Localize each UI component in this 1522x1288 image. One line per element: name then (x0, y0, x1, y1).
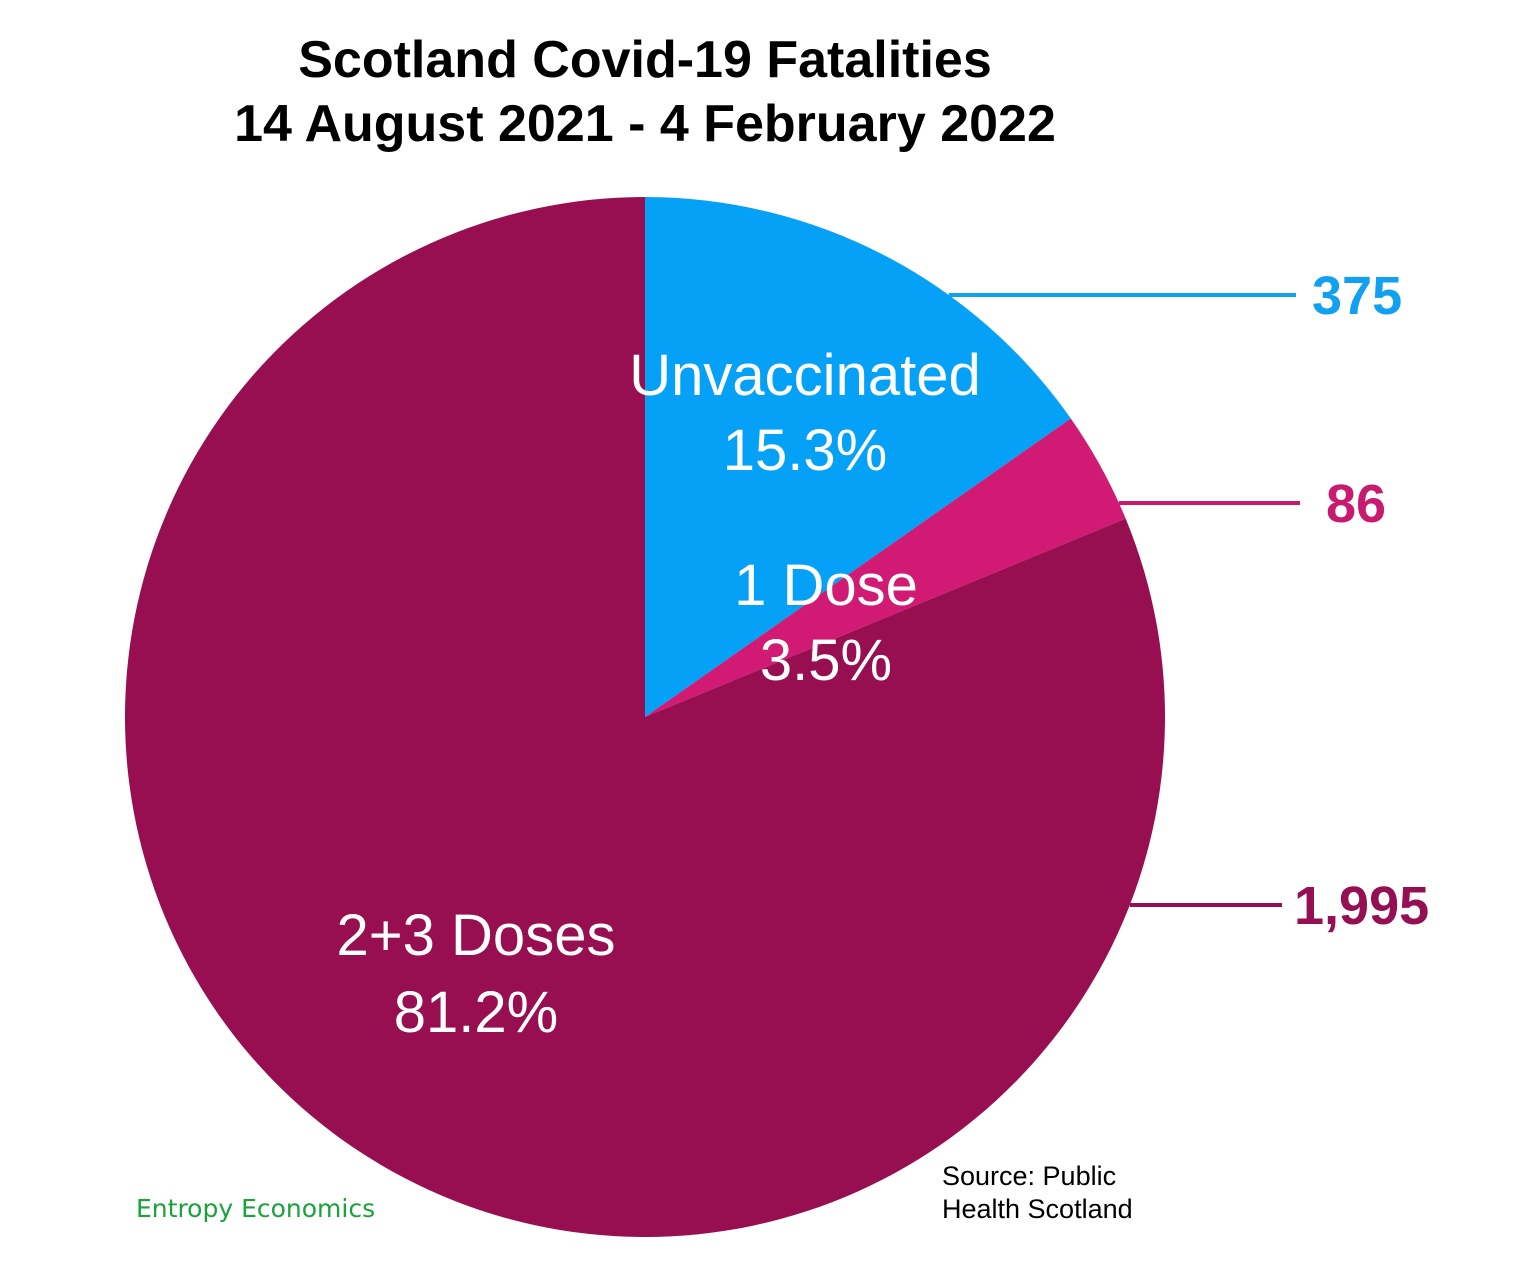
value-label: 375 (1312, 266, 1402, 326)
slice-name-label: Unvaccinated (629, 343, 980, 408)
slice-percent-label: 15.3% (723, 418, 887, 483)
value-label: 86 (1326, 474, 1386, 534)
slice-percent-label: 3.5% (760, 628, 892, 693)
chart-title: Scotland Covid-19 Fatalities 14 August 2… (0, 28, 1290, 156)
source-note: Source: Public Health Scotland (942, 1160, 1133, 1226)
pie-slice-2-3-doses (124, 197, 1165, 1237)
credit-text: Entropy Economics (136, 1194, 376, 1223)
pie-slice-unvaccinated (645, 197, 1071, 717)
slice-percent-label: 81.2% (394, 980, 558, 1045)
leader-lines (948, 293, 1300, 907)
value-labels: 375 86 1,995 (1294, 266, 1429, 936)
value-label: 1,995 (1294, 876, 1429, 936)
source-line1: Source: Public (942, 1161, 1117, 1191)
pie-slices (124, 197, 1165, 1237)
pie-slice-1-dose (645, 418, 1126, 717)
source-line2: Health Scotland (942, 1194, 1133, 1224)
chart-title-line1: Scotland Covid-19 Fatalities (298, 31, 992, 89)
slice-name-label: 2+3 Doses (337, 903, 616, 968)
chart-title-line2: 14 August 2021 - 4 February 2022 (234, 95, 1056, 153)
slice-name-label: 1 Dose (734, 553, 918, 618)
slice-labels: Unvaccinated 15.3% 1 Dose 3.5% 2+3 Doses 81.2… (337, 343, 981, 1045)
